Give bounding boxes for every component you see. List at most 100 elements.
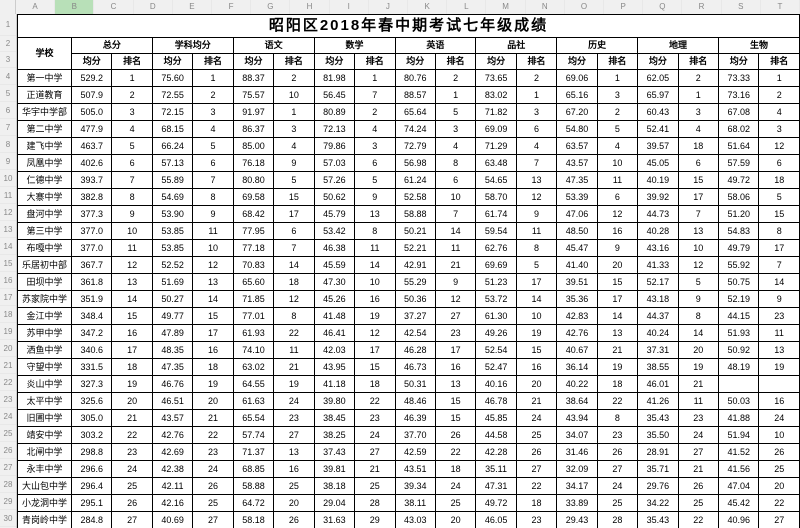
avg-cell[interactable]: 51.23 bbox=[476, 274, 516, 291]
rank-cell[interactable]: 4 bbox=[274, 138, 314, 155]
avg-cell[interactable]: 73.33 bbox=[719, 70, 759, 87]
rank-cell[interactable]: 15 bbox=[435, 410, 475, 427]
rank-cell[interactable]: 5 bbox=[759, 189, 800, 206]
rank-cell[interactable]: 12 bbox=[274, 291, 314, 308]
rank-cell[interactable]: 1 bbox=[759, 70, 800, 87]
rank-cell[interactable]: 23 bbox=[678, 410, 718, 427]
rank-cell[interactable]: 11 bbox=[193, 223, 233, 240]
avg-cell[interactable]: 393.7 bbox=[72, 172, 112, 189]
rank-cell[interactable]: 7 bbox=[355, 87, 395, 104]
avg-cell[interactable]: 71.82 bbox=[476, 104, 516, 121]
rank-cell[interactable]: 13 bbox=[435, 376, 475, 393]
avg-cell[interactable]: 46.01 bbox=[638, 376, 678, 393]
avg-cell[interactable]: 46.05 bbox=[476, 512, 516, 528]
col-head-D[interactable]: D bbox=[134, 0, 173, 14]
avg-cell[interactable]: 88.37 bbox=[233, 70, 273, 87]
rank-cell[interactable]: 25 bbox=[112, 478, 152, 495]
col-head-L[interactable]: L bbox=[447, 0, 486, 14]
avg-cell[interactable]: 71.29 bbox=[476, 138, 516, 155]
rank-cell[interactable]: 4 bbox=[678, 121, 718, 138]
rank-cell[interactable]: 14 bbox=[112, 291, 152, 308]
avg-cell[interactable]: 45.79 bbox=[314, 206, 354, 223]
rank-cell[interactable]: 19 bbox=[355, 308, 395, 325]
rank-cell[interactable]: 8 bbox=[597, 410, 637, 427]
rank-cell[interactable]: 20 bbox=[112, 393, 152, 410]
rank-cell[interactable]: 23 bbox=[516, 512, 556, 528]
rank-cell[interactable]: 6 bbox=[112, 155, 152, 172]
rank-cell[interactable]: 25 bbox=[435, 495, 475, 512]
avg-cell[interactable]: 54.80 bbox=[557, 121, 597, 138]
rank-cell[interactable]: 25 bbox=[597, 495, 637, 512]
rank-cell[interactable]: 10 bbox=[678, 240, 718, 257]
avg-cell[interactable]: 64.72 bbox=[233, 495, 273, 512]
avg-cell[interactable]: 73.65 bbox=[476, 70, 516, 87]
avg-cell[interactable]: 61.74 bbox=[476, 206, 516, 223]
avg-cell[interactable]: 72.55 bbox=[152, 87, 192, 104]
rank-cell[interactable]: 2 bbox=[678, 70, 718, 87]
rank-cell[interactable]: 2 bbox=[355, 104, 395, 121]
avg-cell[interactable]: 35.11 bbox=[476, 461, 516, 478]
avg-cell[interactable]: 58.70 bbox=[476, 189, 516, 206]
avg-cell[interactable]: 377.3 bbox=[72, 206, 112, 223]
row-num[interactable]: 15 bbox=[0, 255, 16, 272]
avg-cell[interactable]: 91.97 bbox=[233, 104, 273, 121]
rank-cell[interactable]: 15 bbox=[678, 172, 718, 189]
row-num[interactable]: 27 bbox=[0, 459, 16, 476]
avg-cell[interactable]: 57.26 bbox=[314, 172, 354, 189]
rank-cell[interactable]: 25 bbox=[193, 495, 233, 512]
rank-cell[interactable]: 9 bbox=[274, 155, 314, 172]
avg-cell[interactable]: 43.51 bbox=[395, 461, 435, 478]
col-head-B[interactable]: B bbox=[55, 0, 94, 14]
avg-cell[interactable]: 45.05 bbox=[638, 155, 678, 172]
rank-cell[interactable]: 18 bbox=[435, 461, 475, 478]
rank-cell[interactable]: 2 bbox=[112, 87, 152, 104]
row-num[interactable]: 19 bbox=[0, 323, 16, 340]
rank-cell[interactable]: 2 bbox=[435, 70, 475, 87]
rank-cell[interactable]: 25 bbox=[678, 495, 718, 512]
avg-cell[interactable]: 71.85 bbox=[233, 291, 273, 308]
select-all-corner[interactable] bbox=[0, 0, 16, 14]
rank-cell[interactable]: 11 bbox=[435, 240, 475, 257]
avg-cell[interactable]: 69.06 bbox=[557, 70, 597, 87]
avg-cell[interactable]: 65.60 bbox=[233, 274, 273, 291]
rank-cell[interactable]: 1 bbox=[274, 104, 314, 121]
avg-cell[interactable]: 53.72 bbox=[476, 291, 516, 308]
rank-cell[interactable]: 26 bbox=[516, 444, 556, 461]
rank-cell[interactable]: 23 bbox=[597, 427, 637, 444]
avg-cell[interactable]: 42.91 bbox=[395, 257, 435, 274]
avg-cell[interactable]: 56.45 bbox=[314, 87, 354, 104]
rank-cell[interactable]: 3 bbox=[597, 87, 637, 104]
avg-cell[interactable]: 33.89 bbox=[557, 495, 597, 512]
avg-cell[interactable]: 45.26 bbox=[314, 291, 354, 308]
rank-cell[interactable]: 14 bbox=[193, 291, 233, 308]
avg-cell[interactable]: 43.57 bbox=[152, 410, 192, 427]
avg-cell[interactable]: 351.9 bbox=[72, 291, 112, 308]
avg-cell[interactable]: 37.43 bbox=[314, 444, 354, 461]
avg-cell[interactable]: 63.48 bbox=[476, 155, 516, 172]
avg-cell[interactable]: 65.16 bbox=[557, 87, 597, 104]
rank-cell[interactable]: 27 bbox=[193, 512, 233, 528]
avg-cell[interactable]: 83.02 bbox=[476, 87, 516, 104]
rank-cell[interactable]: 24 bbox=[678, 427, 718, 444]
avg-cell[interactable]: 42.76 bbox=[152, 427, 192, 444]
rank-cell[interactable]: 15 bbox=[193, 308, 233, 325]
avg-cell[interactable]: 46.73 bbox=[395, 359, 435, 376]
rank-cell[interactable]: 1 bbox=[355, 70, 395, 87]
rank-cell[interactable]: 9 bbox=[759, 291, 800, 308]
rank-cell[interactable]: 19 bbox=[516, 325, 556, 342]
avg-cell[interactable]: 51.64 bbox=[719, 138, 759, 155]
rank-cell[interactable]: 23 bbox=[274, 410, 314, 427]
row-num[interactable]: 28 bbox=[0, 476, 16, 493]
avg-cell[interactable]: 38.11 bbox=[395, 495, 435, 512]
avg-cell[interactable]: 52.52 bbox=[152, 257, 192, 274]
rank-cell[interactable]: 13 bbox=[193, 274, 233, 291]
rank-cell[interactable]: 8 bbox=[355, 223, 395, 240]
avg-cell[interactable]: 61.24 bbox=[395, 172, 435, 189]
rank-cell[interactable]: 24 bbox=[516, 410, 556, 427]
avg-cell[interactable]: 45.42 bbox=[719, 495, 759, 512]
rank-cell[interactable] bbox=[759, 376, 800, 393]
rank-cell[interactable]: 21 bbox=[355, 461, 395, 478]
avg-cell[interactable]: 69.09 bbox=[476, 121, 516, 138]
rank-cell[interactable]: 1 bbox=[435, 87, 475, 104]
avg-cell[interactable]: 65.97 bbox=[638, 87, 678, 104]
